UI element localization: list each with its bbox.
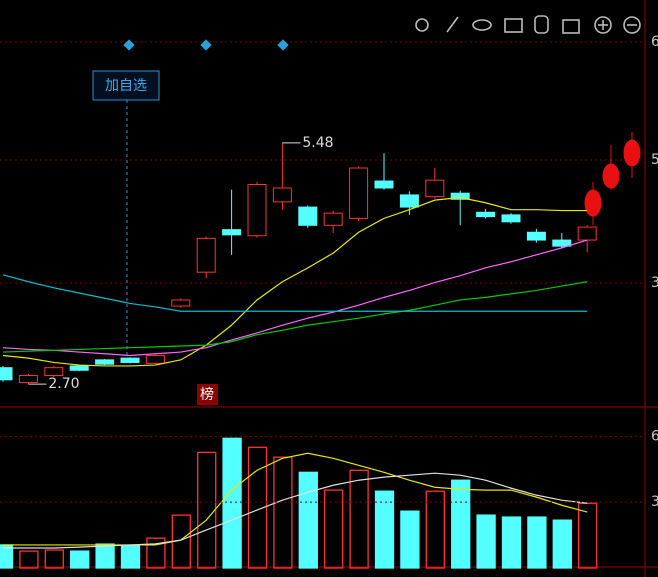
volume-bar [120, 545, 141, 569]
candle-body [425, 179, 445, 198]
moving-average [2, 281, 588, 353]
eye-icon[interactable] [472, 19, 492, 31]
candle-body [222, 229, 242, 236]
volume-bar [476, 514, 496, 569]
badge [197, 384, 218, 405]
volume-average [3, 472, 588, 549]
volume-bar [451, 479, 471, 569]
candle-body [44, 367, 64, 376]
add-watchlist-button[interactable] [92, 70, 160, 101]
volume-bar [222, 437, 242, 569]
volume-bar [324, 489, 344, 569]
candle-body [95, 359, 115, 365]
candle-body [272, 187, 292, 203]
forecast-dots [584, 132, 641, 225]
candle-body [501, 214, 521, 223]
candle-body [577, 226, 597, 241]
volume-average [3, 452, 588, 546]
price-axis-label: 5 [651, 152, 658, 168]
volume-bar [70, 550, 90, 569]
volume-bar [44, 549, 64, 569]
settings-icon[interactable] [415, 18, 429, 32]
zoom-out-icon[interactable] [623, 16, 641, 34]
high-annotation: 5.48 [302, 135, 333, 151]
candle-body [323, 212, 343, 226]
volume-bar [578, 502, 598, 569]
volume-bar [197, 451, 217, 569]
volume-bar [425, 490, 445, 569]
candle-body [69, 365, 89, 371]
candle-body [552, 239, 572, 247]
lock-icon[interactable] [562, 19, 580, 34]
volume-bar [349, 469, 369, 569]
candle-body [349, 167, 369, 219]
volume-bar [19, 550, 39, 569]
zoom-in-icon[interactable] [594, 16, 612, 34]
volume-bar [273, 456, 293, 569]
moving-average [2, 274, 588, 312]
candle-body [298, 206, 318, 226]
volume-bar [552, 519, 572, 569]
candle-body [18, 374, 38, 383]
candle-body [145, 355, 165, 364]
moving-average [2, 239, 588, 357]
candle-body [247, 184, 267, 237]
volume-bar [298, 471, 318, 569]
markers [123, 39, 289, 51]
price-axis-label: 3 [651, 275, 658, 291]
moving-average [2, 196, 588, 367]
volume-bar [146, 537, 166, 569]
volume-bar [374, 490, 395, 569]
badge-label: 榜 [200, 386, 214, 403]
volume-tick-label: 6 [651, 428, 658, 444]
toolbar [415, 15, 641, 34]
toolbox-icon[interactable] [504, 18, 523, 33]
candle-body [526, 231, 546, 241]
candle-body [120, 357, 140, 363]
candle-body [476, 211, 496, 218]
volume-bar [95, 543, 115, 569]
candle-body [374, 180, 394, 189]
button-label: 加自选 [105, 78, 147, 94]
low-annotation: 2.70 [48, 376, 79, 392]
candle-body [450, 192, 470, 200]
hand-icon[interactable] [534, 15, 549, 34]
volume-bar [247, 446, 268, 569]
volume-bar [527, 516, 547, 569]
volume-bar [501, 516, 522, 569]
volume-tick-label: 3 [651, 494, 658, 510]
volume-bar [400, 510, 420, 569]
candle-body [171, 299, 191, 307]
candle-body [0, 367, 13, 381]
candle-body [399, 194, 419, 208]
candle-body [196, 237, 216, 273]
draw-icon[interactable] [446, 16, 459, 33]
price-axis-label: 6 [651, 34, 658, 50]
